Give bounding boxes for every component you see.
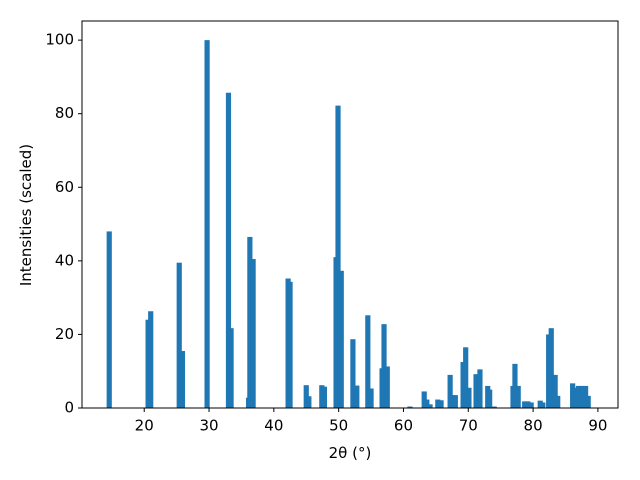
x-tick-label: 70 [459,417,478,435]
bar [384,366,390,408]
bar [365,315,371,408]
bar [204,40,210,409]
x-tick-label: 40 [264,417,283,435]
bar [537,400,543,408]
bar [575,385,582,408]
bar [548,328,554,408]
y-tick-label: 20 [55,325,74,343]
bar [179,350,186,408]
x-tick-label: 90 [588,417,607,435]
bar [354,385,360,408]
bar [473,374,479,408]
x-tick-label: 30 [199,417,218,435]
bar [338,270,344,408]
x-tick-label: 80 [524,417,543,435]
bar [250,259,256,408]
bar [350,339,356,408]
y-tick-label: 100 [45,31,74,49]
bar [148,311,154,408]
axes-frame [81,20,619,409]
bar [515,385,521,408]
y-tick-label: 0 [64,399,74,417]
bar [546,334,552,408]
x-tick-label: 20 [135,417,154,435]
bar [287,281,293,408]
bar [335,105,341,409]
bar [585,395,591,408]
bar [555,395,561,408]
y-axis-label: Intensities (scaled) [17,144,35,286]
bar [477,369,483,408]
x-tick-label: 50 [329,417,348,435]
bar [407,406,413,408]
y-tick-label: 60 [55,178,74,196]
bar [525,401,531,408]
y-tick-label: 80 [55,104,74,122]
x-axis-label: 2θ (°) [329,444,372,462]
bar [303,385,309,408]
bar [438,400,444,408]
plot-area [106,40,591,409]
bar [570,383,576,408]
x-tick-label: 60 [394,417,413,435]
y-tick-label: 40 [55,251,74,269]
bar [512,363,518,408]
bar [381,324,387,408]
bar [228,328,234,408]
bar [579,385,585,408]
bar [487,389,493,408]
bar [452,395,458,408]
bar [447,374,453,408]
bar [528,402,534,408]
bar [522,401,528,408]
bar [552,374,558,408]
bar [247,236,253,408]
bar [225,92,232,408]
bar [368,388,374,408]
bar [466,387,472,408]
bar [540,402,546,408]
bar [435,399,441,408]
bar [491,406,497,408]
bar [424,399,430,408]
bar [106,231,112,408]
bar [306,396,312,408]
bar [176,262,182,408]
bar [321,386,327,408]
bar [427,404,433,408]
bar [463,347,469,408]
